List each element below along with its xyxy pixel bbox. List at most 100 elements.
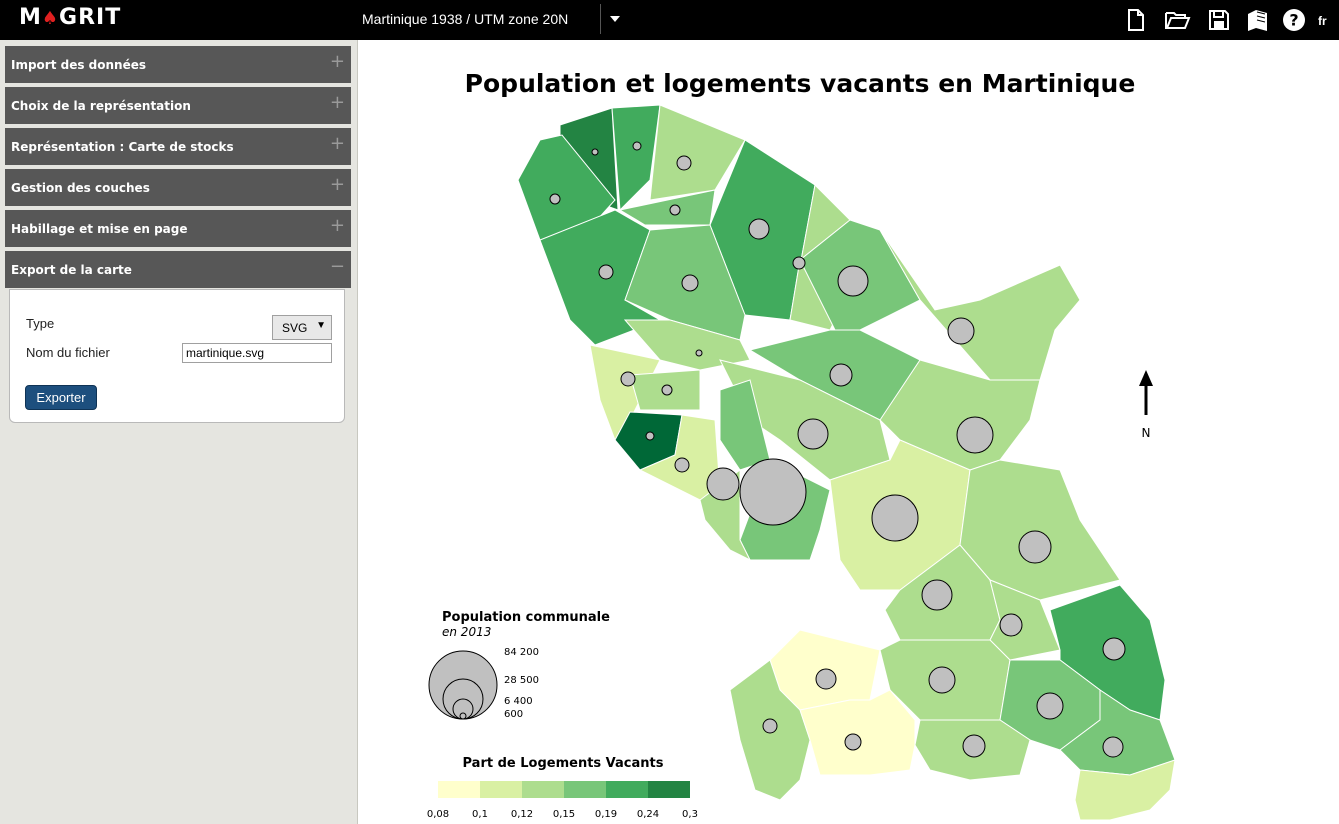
population-circle[interactable]: [591, 148, 599, 156]
type-select[interactable]: SVG ▼: [272, 315, 332, 340]
legend-color-box: [648, 781, 690, 798]
legend-break-label: 0,19: [595, 809, 617, 820]
expand-icon: +: [329, 215, 345, 236]
export-panel: Type SVG ▼ Nom du fichier Exporter: [9, 289, 345, 423]
filename-input[interactable]: [182, 343, 332, 363]
language-switch[interactable]: fr: [1318, 14, 1327, 28]
population-circle[interactable]: [947, 317, 975, 345]
spade-icon: ♠: [41, 8, 60, 29]
legend-break-label: 0,08: [427, 809, 449, 820]
type-select-value: SVG: [282, 321, 308, 335]
legend-color-box: [564, 781, 606, 798]
population-circle[interactable]: [928, 666, 956, 694]
map-title: Population et logements vacants en Marti…: [465, 69, 1136, 98]
legend-break-label: 0,15: [553, 809, 575, 820]
legend-color-box: [606, 781, 648, 798]
communes-layer: [517, 104, 1176, 821]
population-circle[interactable]: [706, 467, 740, 501]
save-icon[interactable]: [1207, 8, 1231, 32]
open-folder-icon[interactable]: [1164, 8, 1191, 32]
book-icon[interactable]: [1245, 8, 1270, 32]
menu-label: Habillage et mise en page: [11, 222, 188, 236]
legend-break-label: 0,24: [637, 809, 659, 820]
expand-icon: +: [329, 174, 345, 195]
legend-title: Part de Logements Vacants: [463, 756, 664, 771]
menu-layout[interactable]: Habillage et mise en page +: [5, 210, 351, 247]
proportional-circles-layer: [549, 141, 1126, 758]
commune-polygon[interactable]: [611, 104, 661, 212]
menu-label: Représentation : Carte de stocks: [11, 140, 234, 154]
legend-value: 6 400: [504, 696, 533, 707]
population-circle[interactable]: [549, 193, 561, 205]
population-circle[interactable]: [871, 494, 919, 542]
population-circle[interactable]: [792, 256, 806, 270]
projection-label[interactable]: Martinique 1938 / UTM zone 20N: [362, 11, 569, 27]
population-circle[interactable]: [695, 349, 703, 357]
menu-export[interactable]: Export de la carte −: [5, 251, 351, 288]
population-circle[interactable]: [962, 734, 986, 758]
expand-icon: +: [329, 133, 345, 154]
commune-polygon[interactable]: [539, 209, 662, 346]
population-circle[interactable]: [674, 457, 690, 473]
legend-break-label: 0,1: [472, 809, 488, 820]
map-area: Population et logements vacants en Marti…: [358, 40, 1339, 824]
new-file-icon[interactable]: [1124, 8, 1148, 32]
menu-import[interactable]: Import des données +: [5, 46, 351, 83]
population-circle[interactable]: [739, 458, 807, 526]
north-arrow[interactable]: N: [1139, 370, 1153, 440]
chevron-down-icon: ▼: [316, 320, 326, 331]
population-circle[interactable]: [681, 274, 699, 292]
legend-color-box: [480, 781, 522, 798]
population-circle[interactable]: [598, 264, 614, 280]
type-label: Type: [26, 316, 55, 331]
map-svg[interactable]: Population et logements vacants en Marti…: [358, 40, 1339, 824]
commune-polygon[interactable]: [799, 689, 916, 776]
population-legend[interactable]: Population communale en 2013 84 200 28 5…: [428, 610, 610, 720]
population-circle[interactable]: [815, 668, 837, 690]
population-circle[interactable]: [661, 384, 673, 396]
legend-break-label: 0,3: [682, 809, 698, 820]
menu-label: Choix de la représentation: [11, 99, 191, 113]
legend-title: Population communale: [442, 610, 610, 625]
population-circle[interactable]: [1102, 736, 1124, 758]
magrit-logo[interactable]: M♠GRIT: [19, 5, 122, 30]
choropleth-legend[interactable]: Part de Logements Vacants 0,08 0,1 0,12 0,1…: [427, 756, 698, 820]
svg-text:?: ?: [1289, 11, 1298, 30]
population-circle[interactable]: [669, 204, 681, 216]
expand-icon: +: [329, 92, 345, 113]
legend-subtitle: en 2013: [442, 625, 491, 639]
population-circle[interactable]: [956, 416, 994, 454]
legend-break-label: 0,12: [511, 809, 533, 820]
legend-value: 28 500: [504, 675, 539, 686]
population-circle[interactable]: [844, 733, 862, 751]
population-circle[interactable]: [837, 265, 869, 297]
population-circle[interactable]: [1036, 692, 1064, 720]
export-button[interactable]: Exporter: [25, 385, 97, 410]
population-circle[interactable]: [1018, 530, 1052, 564]
population-circle[interactable]: [1102, 637, 1126, 661]
population-circle[interactable]: [676, 155, 692, 171]
population-circle[interactable]: [645, 431, 655, 441]
menu-label: Gestion des couches: [11, 181, 150, 195]
menu-representation-choice[interactable]: Choix de la représentation +: [5, 87, 351, 124]
legend-color-box: [522, 781, 564, 798]
legend-color-box: [438, 781, 480, 798]
menu-layer-management[interactable]: Gestion des couches +: [5, 169, 351, 206]
population-circle[interactable]: [999, 613, 1023, 637]
population-circle[interactable]: [762, 718, 778, 734]
divider: [600, 4, 601, 34]
population-circle[interactable]: [829, 363, 853, 387]
projection-dropdown-icon[interactable]: [610, 16, 620, 22]
legend-value: 600: [504, 709, 523, 720]
population-circle[interactable]: [921, 579, 953, 611]
commune-polygon[interactable]: [1074, 759, 1176, 821]
population-circle[interactable]: [748, 218, 770, 240]
menu-label: Import des données: [11, 58, 147, 72]
legend-circle: [459, 712, 467, 720]
population-circle[interactable]: [797, 418, 829, 450]
help-icon[interactable]: ?: [1282, 8, 1306, 32]
population-circle[interactable]: [620, 371, 636, 387]
filename-label: Nom du fichier: [26, 345, 110, 360]
population-circle[interactable]: [632, 141, 642, 151]
menu-stock-map[interactable]: Représentation : Carte de stocks +: [5, 128, 351, 165]
